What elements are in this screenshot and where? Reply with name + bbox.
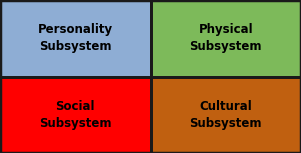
Text: Personality
Subsystem: Personality Subsystem	[38, 23, 113, 53]
Bar	[150, 0, 301, 76]
Text: Social
Subsystem: Social Subsystem	[39, 100, 111, 130]
Bar	[0, 76, 150, 153]
Text: Physical
Subsystem: Physical Subsystem	[190, 23, 262, 53]
Text: Cultural
Subsystem: Cultural Subsystem	[190, 100, 262, 130]
Bar	[150, 76, 301, 153]
Bar	[0, 0, 150, 76]
